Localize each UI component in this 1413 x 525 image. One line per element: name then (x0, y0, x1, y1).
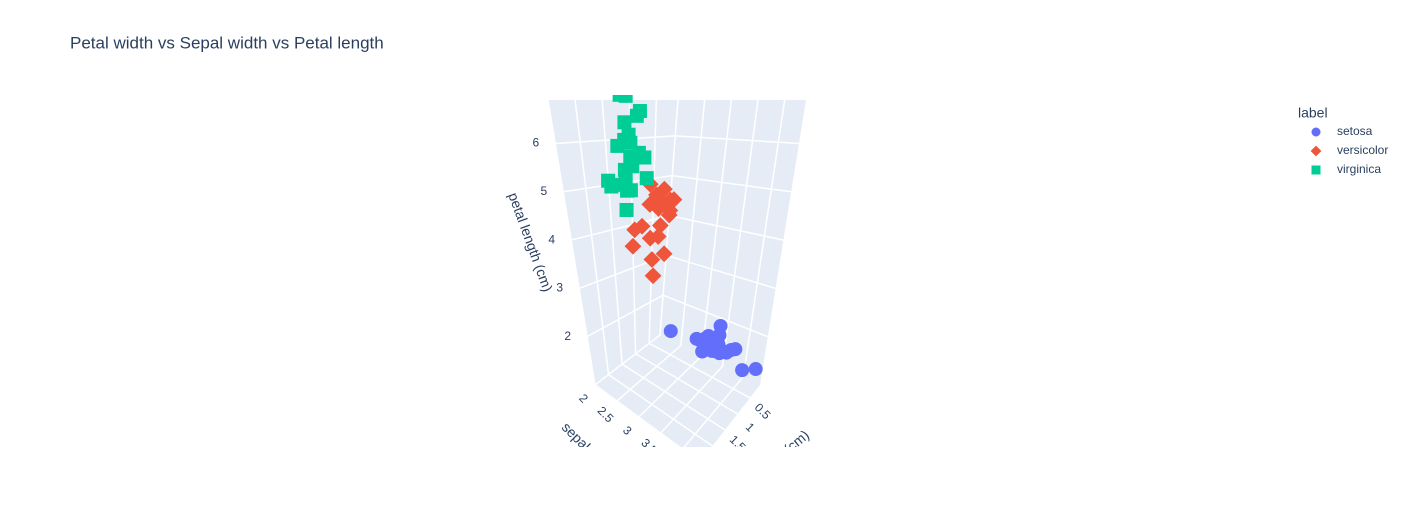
point (632, 104, 647, 119)
grid-line (547, 99, 596, 386)
point (637, 150, 652, 165)
grid-line (662, 294, 769, 338)
grid-line (672, 174, 792, 193)
y-tick-label: 3.5 (638, 436, 660, 458)
point (651, 217, 669, 234)
grid-line (668, 214, 784, 241)
point (748, 362, 763, 377)
legend-label: setosa (1337, 124, 1373, 138)
point (699, 332, 714, 347)
point (612, 95, 627, 102)
point (644, 267, 662, 285)
legend-symbol (1310, 145, 1322, 157)
z-tick-label: 5 (540, 184, 547, 198)
x-tick-label: 1.5 (727, 432, 749, 454)
y-tick-label: 2.5 (595, 404, 617, 426)
y-tick-label: 2 (576, 391, 591, 406)
point (585, 79, 599, 93)
wall (595, 335, 760, 447)
z-tick-label: 3 (556, 281, 563, 295)
point (663, 324, 678, 339)
z-tick-label: 4 (548, 232, 555, 246)
legend-title: label (1298, 105, 1328, 121)
point (735, 363, 750, 378)
point (648, 186, 665, 204)
point (657, 66, 671, 80)
grid-line (616, 344, 682, 402)
legend-label: virginica (1337, 162, 1381, 176)
point (713, 318, 728, 333)
point (649, 228, 667, 245)
grid-line (665, 254, 776, 290)
grid-line (638, 355, 703, 418)
point (619, 202, 634, 217)
point (704, 343, 719, 358)
x-tick-label: 1 (743, 420, 758, 435)
legend-symbol (1311, 127, 1321, 137)
z-tick-label: 2 (564, 329, 571, 343)
z-tick-label: 6 (532, 136, 539, 150)
x-tick-label: 0.5 (752, 400, 774, 422)
point (639, 171, 654, 186)
legend-label: versicolor (1337, 143, 1388, 157)
point (623, 135, 638, 150)
x-tick-label: 2 (718, 452, 733, 467)
point (633, 217, 651, 235)
point (623, 183, 638, 198)
grid-line (742, 99, 786, 377)
grid-line (683, 376, 744, 447)
chart-title: Petal width vs Sepal width vs Petal leng… (70, 33, 384, 52)
point (724, 342, 739, 357)
grid-line (570, 214, 670, 241)
point (625, 159, 640, 174)
legend: label setosa versicolor virginica (1298, 105, 1388, 176)
grid-line (594, 384, 681, 447)
x-tick-label: 2.5 (702, 465, 724, 487)
point (617, 115, 632, 130)
legend-symbol (1311, 165, 1321, 175)
point (626, 221, 644, 239)
point (610, 138, 625, 153)
point (601, 173, 616, 188)
point (655, 245, 673, 263)
point (643, 251, 661, 268)
y-tick-label: 4 (664, 455, 679, 470)
grid-line (594, 334, 661, 386)
point (624, 237, 642, 255)
grid-line (660, 365, 724, 434)
point (641, 229, 659, 247)
wall (660, 100, 806, 385)
grid-line (675, 135, 800, 145)
y-tick-label: 3 (620, 423, 635, 438)
grid-line (586, 294, 664, 338)
point (660, 206, 678, 224)
